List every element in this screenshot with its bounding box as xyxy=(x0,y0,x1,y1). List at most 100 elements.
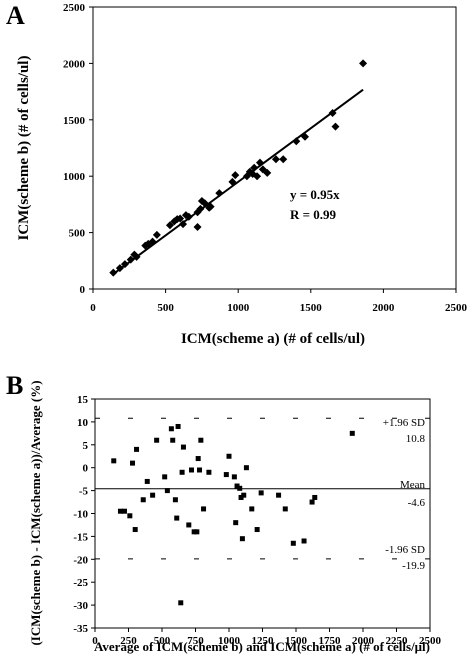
panel-b-x-axis-title: Average of ICM(scheme b) and ICM(scheme … xyxy=(94,639,430,654)
panel-letter-a: A xyxy=(6,1,25,30)
data-point-diamond xyxy=(148,237,157,246)
panel-b-x-tick-label: 500 xyxy=(154,635,171,647)
lower-limit-value: -19.9 xyxy=(402,560,425,572)
data-point-square xyxy=(201,506,207,512)
data-point-square xyxy=(238,494,244,500)
panel-b-y-tick-label: -10 xyxy=(73,509,88,521)
data-point-diamond xyxy=(165,221,174,230)
data-point-diamond xyxy=(271,155,280,164)
data-point-square xyxy=(290,540,296,546)
panel-letter-b: B xyxy=(6,371,23,400)
data-point-diamond xyxy=(255,158,264,167)
panel-a-x-tick-label: 1000 xyxy=(227,302,250,314)
data-point-square xyxy=(195,456,201,462)
panel-a-y-tick-label: 500 xyxy=(69,228,86,240)
data-point-square xyxy=(130,460,136,466)
data-point-square xyxy=(223,472,229,478)
data-point-diamond xyxy=(231,171,240,180)
data-point-square xyxy=(239,536,245,542)
data-point-square xyxy=(178,600,184,606)
data-point-square xyxy=(162,474,168,480)
panel-b-plot-frame xyxy=(94,398,431,629)
panel-b-x-tick-label: 0 xyxy=(92,635,98,647)
data-point-square xyxy=(243,465,249,471)
data-point-diamond xyxy=(109,268,118,277)
data-point-diamond xyxy=(206,202,215,211)
panel-a-x-tick-label: 2500 xyxy=(445,302,468,314)
data-point-diamond xyxy=(359,59,368,68)
panel-b-y-ticks: 15 10 5 0 -5 -10 -15 -20 -25 -30 -35 xyxy=(73,394,95,635)
panel-a-x-tick-label: 500 xyxy=(157,302,174,314)
panel-b-y-tick-label: 10 xyxy=(77,417,89,429)
panel-a-x-ticks: 0 500 1000 1500 2000 2500 xyxy=(90,289,468,314)
panel-a-y-tick-label: 2500 xyxy=(63,2,86,14)
panel-b-y-tick-label: -20 xyxy=(73,554,88,566)
panel-a-data-points xyxy=(109,59,368,277)
panel-b-x-tick-label: 2000 xyxy=(352,635,375,647)
upper-limit-value: 10.8 xyxy=(406,433,426,445)
data-point-diamond xyxy=(253,172,262,181)
data-point-diamond xyxy=(179,220,188,229)
data-point-diamond xyxy=(115,264,124,273)
data-point-diamond xyxy=(196,204,205,213)
panel-b-y-tick-label: -25 xyxy=(73,577,88,589)
data-point-square xyxy=(150,492,156,498)
panel-b-y-axis-title: (ICM(scheme b) - ICM(scheme a))/Average … xyxy=(28,380,43,645)
data-point-square xyxy=(282,506,288,512)
data-point-square xyxy=(312,494,318,500)
data-point-square xyxy=(349,430,355,436)
data-point-diamond xyxy=(292,137,301,146)
panel-b-x-tick-label: 1750 xyxy=(319,635,342,647)
data-point-square xyxy=(241,492,247,498)
data-point-diamond xyxy=(152,230,161,239)
data-point-diamond xyxy=(132,252,141,261)
panel-b-x-tick-label: 250 xyxy=(120,635,137,647)
data-point-square xyxy=(140,497,146,503)
panel-b-y-tick-label: 5 xyxy=(83,440,89,452)
panel-b-x-tick-label: 1250 xyxy=(252,635,275,647)
data-point-square xyxy=(180,444,186,450)
data-point-square xyxy=(234,483,240,489)
data-point-square xyxy=(198,437,204,443)
data-point-diamond xyxy=(126,255,135,264)
data-point-square xyxy=(186,522,192,528)
panel-b-y-tick-label: -5 xyxy=(79,486,89,498)
data-point-square xyxy=(206,469,212,475)
panel-a-x-axis-title: ICM(scheme a) (# of cells/ul) xyxy=(181,331,365,347)
data-point-square xyxy=(254,527,260,533)
data-point-square xyxy=(144,478,150,484)
data-point-square xyxy=(258,490,264,496)
data-point-square xyxy=(172,497,178,503)
lower-limit-label: -1.96 SD xyxy=(385,544,425,556)
data-point-square xyxy=(117,508,123,514)
panel-a-y-tick-label: 1000 xyxy=(63,171,86,183)
data-point-diamond xyxy=(176,214,185,223)
data-point-square xyxy=(174,515,180,521)
data-point-square xyxy=(134,446,140,452)
panel-a-x-tick-label: 1500 xyxy=(300,302,323,314)
panel-b-x-tick-label: 2500 xyxy=(419,635,442,647)
data-point-square xyxy=(301,538,307,544)
mean-label: Mean xyxy=(400,479,426,491)
data-point-square xyxy=(226,453,232,459)
data-point-diamond xyxy=(228,177,237,186)
data-point-square xyxy=(197,467,203,473)
data-point-square xyxy=(194,529,200,535)
panel-b-data-points xyxy=(111,423,355,606)
regression-equation: y = 0.95x xyxy=(290,187,340,202)
panel-b-x-tick-label: 1500 xyxy=(285,635,308,647)
data-point-square xyxy=(168,426,174,432)
data-point-square xyxy=(132,527,138,533)
data-point-square xyxy=(249,506,255,512)
panel-a-x-tick-label: 0 xyxy=(90,302,96,314)
data-point-square xyxy=(111,458,117,464)
panel-a-regression-line xyxy=(111,88,364,276)
data-point-square xyxy=(188,467,194,473)
data-point-square xyxy=(164,488,170,494)
data-point-diamond xyxy=(200,199,209,208)
correlation-coefficient: R = 0.99 xyxy=(290,207,337,222)
data-point-square xyxy=(127,513,133,519)
panel-a-plot-frame xyxy=(92,6,457,290)
panel-a-y-tick-label: 2000 xyxy=(63,58,86,70)
